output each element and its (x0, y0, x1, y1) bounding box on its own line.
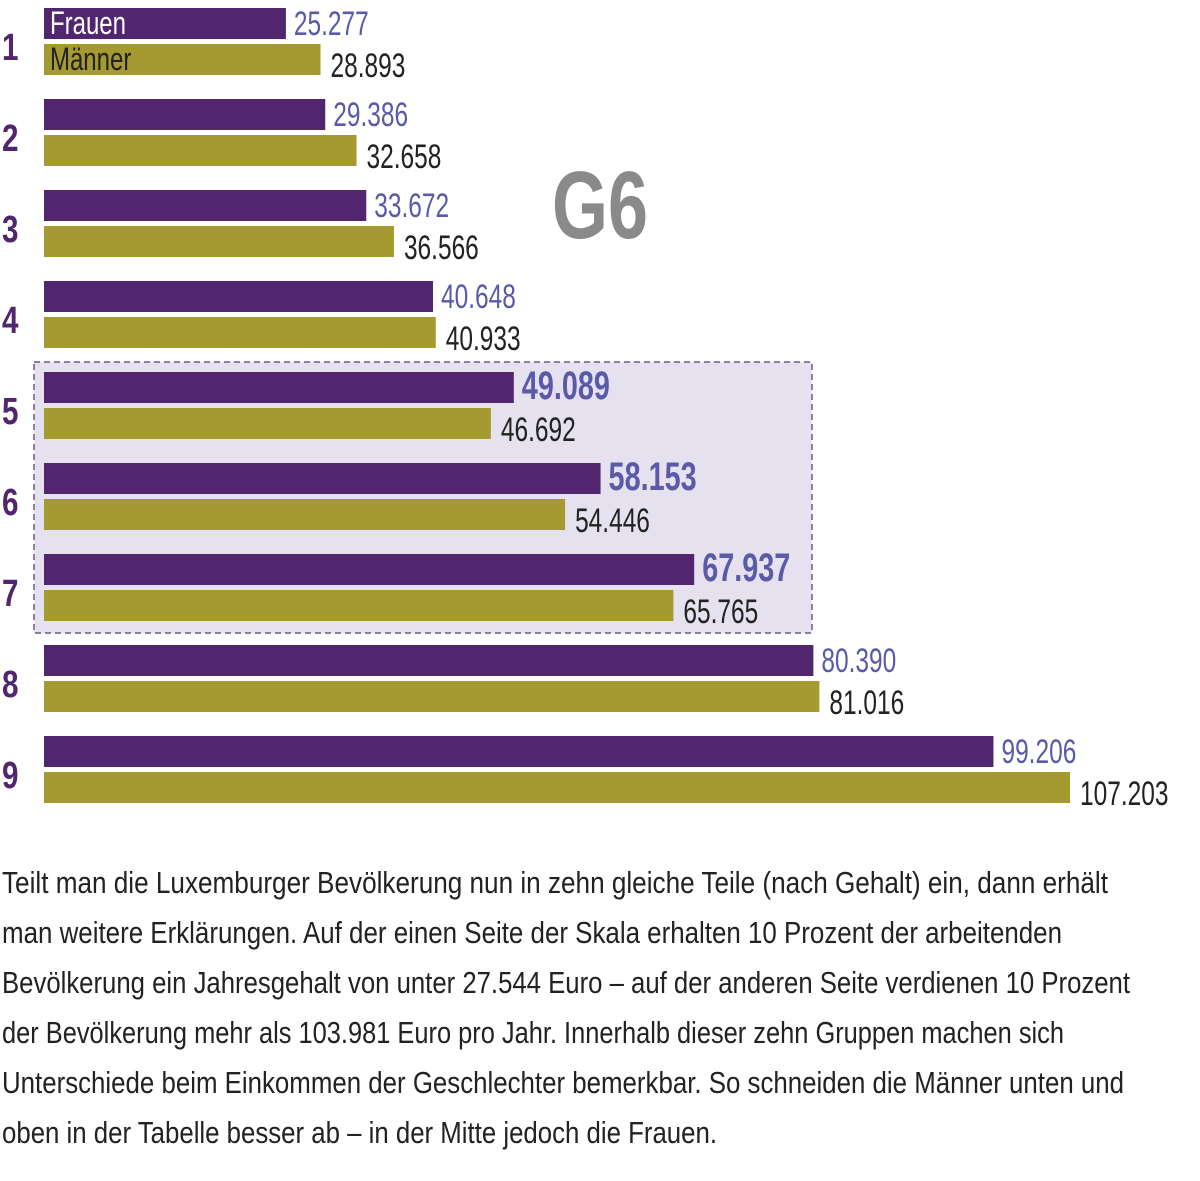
value-label: 99.206 (1001, 733, 1076, 771)
bar-frauen (44, 99, 326, 130)
value-label: 32.658 (367, 138, 442, 176)
paragraph-line: oben in der Tabelle besser ab – in der M… (2, 1115, 717, 1150)
bar-frauen (44, 190, 367, 221)
value-label: 36.566 (404, 229, 479, 267)
bar-männer (44, 44, 321, 75)
bar-männer (44, 317, 436, 348)
value-label: 80.390 (821, 642, 896, 680)
value-label: 67.937 (702, 545, 790, 590)
bar-frauen (44, 8, 286, 39)
legend-männer: Männer (50, 41, 131, 77)
legend-frauen: Frauen (50, 5, 126, 41)
value-label: 58.153 (609, 454, 697, 499)
bar-frauen (44, 372, 514, 403)
paragraph-line: Bevölkerung ein Jahresgehalt von unter 2… (2, 965, 1130, 1000)
bar-frauen (44, 554, 695, 585)
paragraph-line: der Bevölkerung mehr als 103.981 Euro pr… (2, 1015, 1064, 1050)
value-label: 54.446 (575, 502, 650, 540)
value-label: 28.893 (331, 47, 406, 85)
bar-männer (44, 590, 674, 621)
category-label: 1 (2, 27, 18, 69)
value-label: 40.648 (441, 278, 516, 316)
paragraph-line: Teilt man die Luxemburger Bevölkerung nu… (2, 865, 1108, 900)
value-label: 65.765 (683, 593, 758, 631)
category-label: 4 (2, 300, 19, 342)
category-label: 5 (2, 391, 18, 433)
value-label: 33.672 (374, 187, 449, 225)
value-label: 46.692 (501, 411, 576, 449)
category-label: 7 (2, 573, 18, 615)
highlight-box (33, 361, 813, 634)
bar-frauen (44, 736, 994, 767)
category-label: 3 (2, 209, 18, 251)
value-label: 107.203 (1080, 775, 1168, 813)
bar-männer (44, 408, 491, 439)
chart-title: G6 (552, 151, 648, 258)
value-label: 25.277 (294, 5, 369, 43)
category-label: 9 (2, 755, 18, 797)
value-label: 29.386 (333, 96, 408, 134)
bar-frauen (44, 281, 434, 312)
bar-männer (44, 226, 394, 257)
bar-frauen (44, 463, 601, 494)
bar-frauen (44, 645, 814, 676)
category-label: 2 (2, 118, 18, 160)
bar-männer (44, 499, 566, 530)
value-label: 49.089 (522, 363, 610, 408)
bar-männer (44, 772, 1070, 803)
value-label: 40.933 (446, 320, 521, 358)
category-label: 8 (2, 664, 18, 706)
bar-männer (44, 681, 820, 712)
paragraph-line: man weitere Erklärungen. Auf der einen S… (2, 915, 1062, 950)
category-label: 6 (2, 482, 18, 524)
value-label: 81.016 (829, 684, 904, 722)
bar-männer (44, 135, 357, 166)
paragraph-line: Unterschiede beim Einkommen der Geschlec… (2, 1065, 1124, 1100)
